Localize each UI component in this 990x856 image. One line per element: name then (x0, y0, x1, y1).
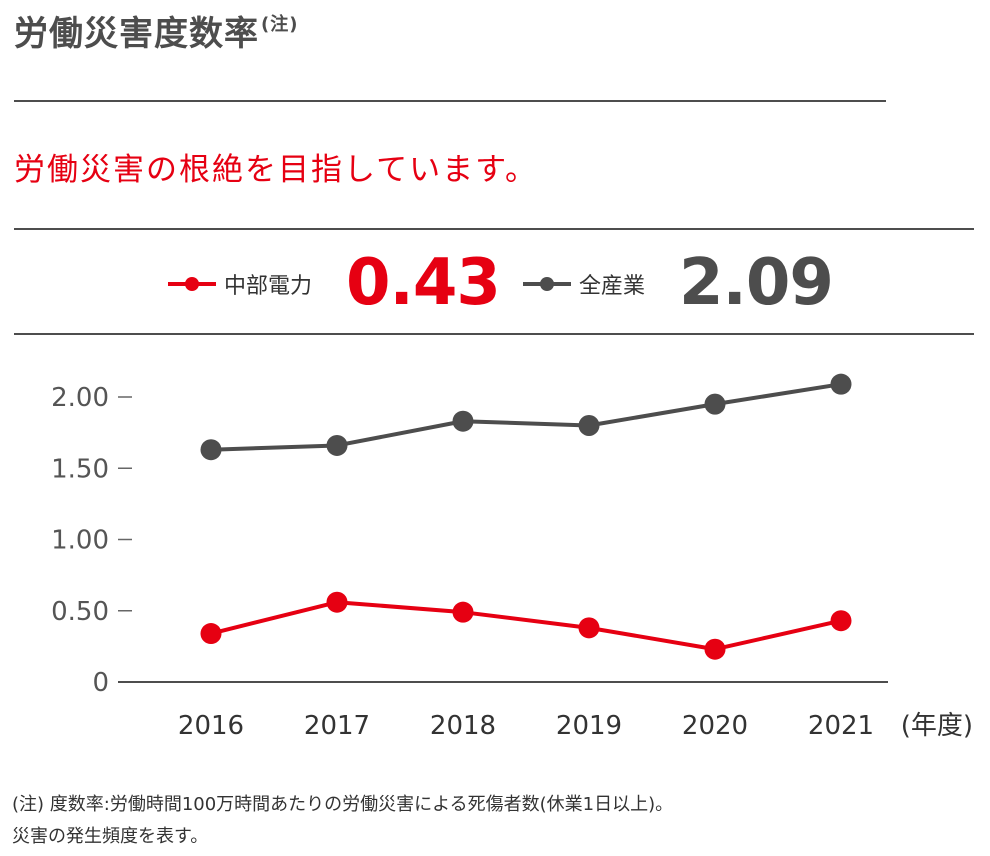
chart-title-text: 労働災害度数率 (14, 14, 259, 54)
data-point-1-2016 (200, 439, 222, 461)
data-point-0-2020 (704, 638, 726, 660)
y-tick-label: 1.00 (51, 526, 109, 556)
line-chart: 0 0.50 1.00 1.50 2.00 2016 2017 2018 2019 2020 202… (51, 373, 973, 741)
data-point-0-2021 (830, 610, 852, 632)
x-tick-label: 2017 (304, 711, 370, 741)
footnote-line-1: (注) 度数率:労働時間100万時間あたりの労働災害による死傷者数(休業1日以上… (12, 794, 674, 815)
y-tick-label: 1.50 (51, 454, 109, 484)
y-tick-label: 0.50 (51, 597, 109, 627)
legend-name-chubu: 中部電力 (224, 274, 313, 299)
legend-value-all-industry: 2.09 (679, 246, 834, 320)
data-point-1-2021 (830, 373, 852, 395)
data-point-0-2018 (452, 601, 474, 623)
x-axis-label: (年度) (901, 711, 973, 741)
data-point-0-2016 (200, 623, 222, 645)
data-point-1-2017 (326, 434, 348, 456)
x-tick-label: 2020 (682, 711, 748, 741)
legend-value-chubu: 0.43 (346, 246, 501, 320)
legend-swatch-chubu (168, 277, 216, 291)
footnote-line-2: 災害の発生頻度を表す。 (12, 826, 209, 847)
title-note-mark: (注) (261, 14, 299, 35)
series-line-0 (210, 600, 842, 652)
y-tick-label: 2.00 (51, 383, 109, 413)
legend-name-all-industry: 全産業 (579, 274, 646, 299)
chart-subtitle: 労働災害の根絶を目指しています。 (14, 152, 538, 188)
x-tick-label: 2016 (178, 711, 244, 741)
y-tick-label: 0 (92, 668, 109, 698)
x-tick-label: 2018 (430, 711, 496, 741)
x-tick-label: 2019 (556, 711, 622, 741)
series-line-1 (210, 382, 842, 452)
legend-bottom-divider (14, 333, 974, 335)
title-divider (14, 100, 886, 102)
data-point-1-2018 (452, 410, 474, 432)
x-tick-label: 2021 (808, 711, 874, 741)
chart-title: 労働災害度数率 (注) (14, 6, 298, 55)
legend-top-divider (14, 228, 974, 230)
data-point-1-2020 (704, 393, 726, 415)
data-point-0-2019 (578, 617, 600, 639)
legend: 中部電力 0.43 全産業 2.09 (0, 244, 990, 324)
data-point-0-2017 (326, 591, 348, 613)
data-point-1-2019 (578, 415, 600, 436)
legend-swatch-all-industry (523, 277, 571, 291)
